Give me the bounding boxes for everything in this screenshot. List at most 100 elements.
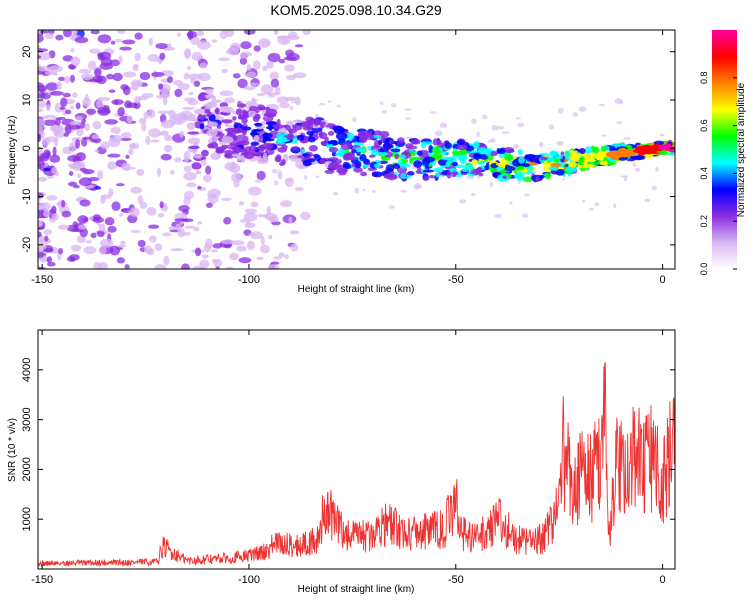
colorbar-tick-label: 0.6 [699,119,709,132]
spectrogram-cell [299,123,311,128]
spectrogram-cell [163,134,173,142]
spectrogram-cell [93,67,102,77]
spectrogram-cell [451,171,459,176]
spectrogram-cell [327,100,332,103]
spectrogram-cell [52,146,57,156]
spectrogram-cell [46,261,56,267]
spectrogram-cell [262,65,268,72]
spectrogram-cell [184,48,192,59]
spectrogram-cell [70,56,81,67]
spectrogram-cell [279,102,291,109]
spectrogram-cell [138,117,147,125]
spectrogram-cell [234,174,241,178]
spectrogram-cell [515,117,521,120]
spectrogram-cell [399,189,407,193]
spectrogram-cell [256,170,266,181]
spectrogram-cell [372,189,376,194]
colorbar-gradient [712,30,737,269]
spectrogram-cell [579,156,586,163]
spectrogram-cell [548,124,555,130]
spectrogram-cell [632,163,637,167]
x-tick-label: -50 [448,574,464,586]
spectrogram-cell [262,132,273,139]
colorbar: 0.0 0.2 0.4 0.6 0.8 Normalized spectral ampl… [699,30,747,275]
x-tick-label: -100 [238,274,260,286]
spectrogram-cell [38,100,47,108]
spectrogram-cell [301,149,306,155]
spectrogram-cell [221,197,232,202]
spectrogram-cell [132,81,139,91]
spectrogram-cell [579,147,586,155]
spectrogram-cell [38,125,43,135]
y-tick-label: 2000 [21,457,33,481]
spectrogram-cell [70,105,75,110]
spectrogram-cell [600,145,607,152]
spectrogram-cell [563,158,569,162]
spectrogram-cell [168,226,177,231]
spectrogram-cell [78,177,92,187]
spectrogram-cell [376,151,389,156]
spectrogram-cell [635,155,646,160]
y-tick-label: 3000 [21,407,33,431]
spectrogram-cell [581,199,586,203]
spectrogram-cell [456,139,466,146]
spectrogram-cell [159,52,166,61]
y-tick-label: -20 [21,237,33,253]
spectrogram-cell [254,179,263,184]
spectrogram-cell [407,171,415,176]
snr-y-ticks: 1000 2000 3000 4000 [21,358,675,531]
spectrogram-cell [209,193,216,200]
spectrogram-cell [501,131,510,134]
spectrogram-cell [104,119,118,125]
spectrogram-cell [204,94,216,99]
spectrogram-cell [124,264,130,269]
spectrogram-cell [274,86,281,96]
spectrogram-cell [145,135,151,146]
spectrogram-cell [294,96,301,106]
y-tick-label: 0 [21,145,33,151]
spectrogram-cell [319,158,326,165]
spectrogram-cell [85,240,93,244]
spectrogram-cell [42,119,57,126]
spectrogram-cell [109,59,121,67]
spectrogram-cell [187,66,192,71]
snr-x-ticks: -150 -100 -50 0 [31,330,666,586]
spectrogram-cell [193,80,201,87]
spectrogram-cell [352,117,357,123]
spectrogram-cell [229,252,239,261]
spectrogram-cell [206,101,214,108]
spectrogram-cell [110,40,116,45]
spectrogram-cell [100,195,106,204]
spectrogram-cell [219,90,234,97]
spectrogram-cell [94,186,101,190]
spectrogram-cell [568,161,577,168]
spectrogram-cell [416,150,423,156]
spectrogram-cell [489,182,494,187]
spectrogram-cell [99,238,114,248]
spectrogram-cell [516,165,525,171]
spectrogram-cell [211,249,219,253]
spectrogram-cell [147,224,160,229]
spectrogram-cell [201,254,209,259]
spectrogram-cell [98,223,106,232]
spectrogram-cell [246,240,255,251]
spectrogram-cell [119,137,132,142]
spectrogram-cell [270,78,280,88]
spectrogram-cell [308,136,316,143]
spectrogram-cell [38,220,43,226]
spectrogram-cell [232,127,243,134]
spectrogram-cell [437,158,448,166]
spectrogram-cell [572,112,579,117]
spectrogram-cell [75,138,80,149]
spectrogram-cell [332,191,339,196]
spectrogram-cell [365,135,375,140]
spectrogram-cell [75,102,81,110]
spectrogram-cell [292,72,307,79]
spectrogram-cell [239,57,248,65]
spectrogram-cell [90,232,97,239]
spectrogram-cell [176,32,182,37]
spectrogram-cell [461,168,469,173]
spectrogram-cell [410,156,423,161]
spectrogram-cell [174,218,189,222]
spectrogram-cell [585,146,593,154]
